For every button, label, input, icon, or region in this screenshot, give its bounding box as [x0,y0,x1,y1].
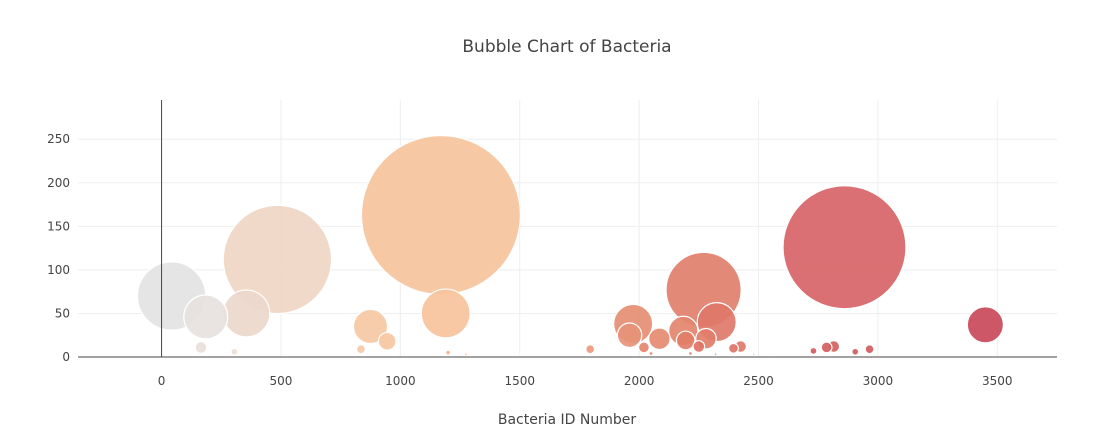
bubble-point[interactable] [420,288,471,339]
y-tick-label: 250 [47,132,70,146]
y-tick-label: 50 [55,306,70,320]
bubble-point[interactable] [222,289,271,338]
x-tick-label: 3000 [863,374,894,388]
bubble-point[interactable] [864,344,875,355]
x-tick-label: 0 [158,374,166,388]
bubble-point[interactable] [230,347,239,356]
bubble-point[interactable] [463,352,469,357]
axes [78,100,1057,358]
x-tick-label: 2000 [624,374,655,388]
bubble-point[interactable] [727,342,739,354]
bubble-point[interactable] [692,340,706,353]
bubble-point[interactable] [809,346,818,355]
y-tick-label: 150 [47,219,70,233]
bubble-point[interactable] [637,341,650,354]
bubble-point[interactable] [445,349,452,356]
x-tick-label: 1000 [385,374,416,388]
bubble-point[interactable] [771,353,775,357]
bubble-point[interactable] [360,134,522,296]
bubble-point[interactable] [222,204,333,315]
bubble-point[interactable] [713,352,718,357]
bubble-point[interactable] [820,341,833,354]
x-tick-label: 2500 [743,374,774,388]
x-axis-title: Bacteria ID Number [498,412,637,428]
bubble-point[interactable] [648,327,671,351]
bubble-point[interactable] [355,344,366,355]
bubble-point[interactable] [183,294,229,340]
bubble-point[interactable] [675,330,696,351]
bubble-point[interactable] [194,340,208,354]
bubble-point[interactable] [751,352,756,357]
x-tick-label: 500 [270,374,293,388]
y-tick-label: 100 [47,263,70,277]
bubbles [136,134,1005,357]
x-tick-label: 3500 [982,374,1013,388]
bubble-point[interactable] [851,347,860,356]
bubble-point[interactable] [782,185,907,310]
y-tick-label: 0 [62,350,70,364]
bubble-point[interactable] [687,350,694,357]
bubble-point[interactable] [585,344,596,355]
x-tick-label: 1500 [504,374,535,388]
tick-labels: 0 500 1000 1500 2000 2500 3000 3500 0 50 100 150 200… [47,132,1012,388]
bubble-point[interactable] [616,322,643,349]
chart-title: Bubble Chart of Bacteria [462,37,671,57]
bubble-point[interactable] [377,331,397,351]
bubble-point[interactable] [352,308,389,345]
y-tick-label: 200 [47,176,70,190]
bubble-point[interactable] [966,306,1005,344]
bubble-point[interactable] [876,353,880,357]
bubble-point[interactable] [518,353,522,357]
bubble-point[interactable] [648,350,654,357]
